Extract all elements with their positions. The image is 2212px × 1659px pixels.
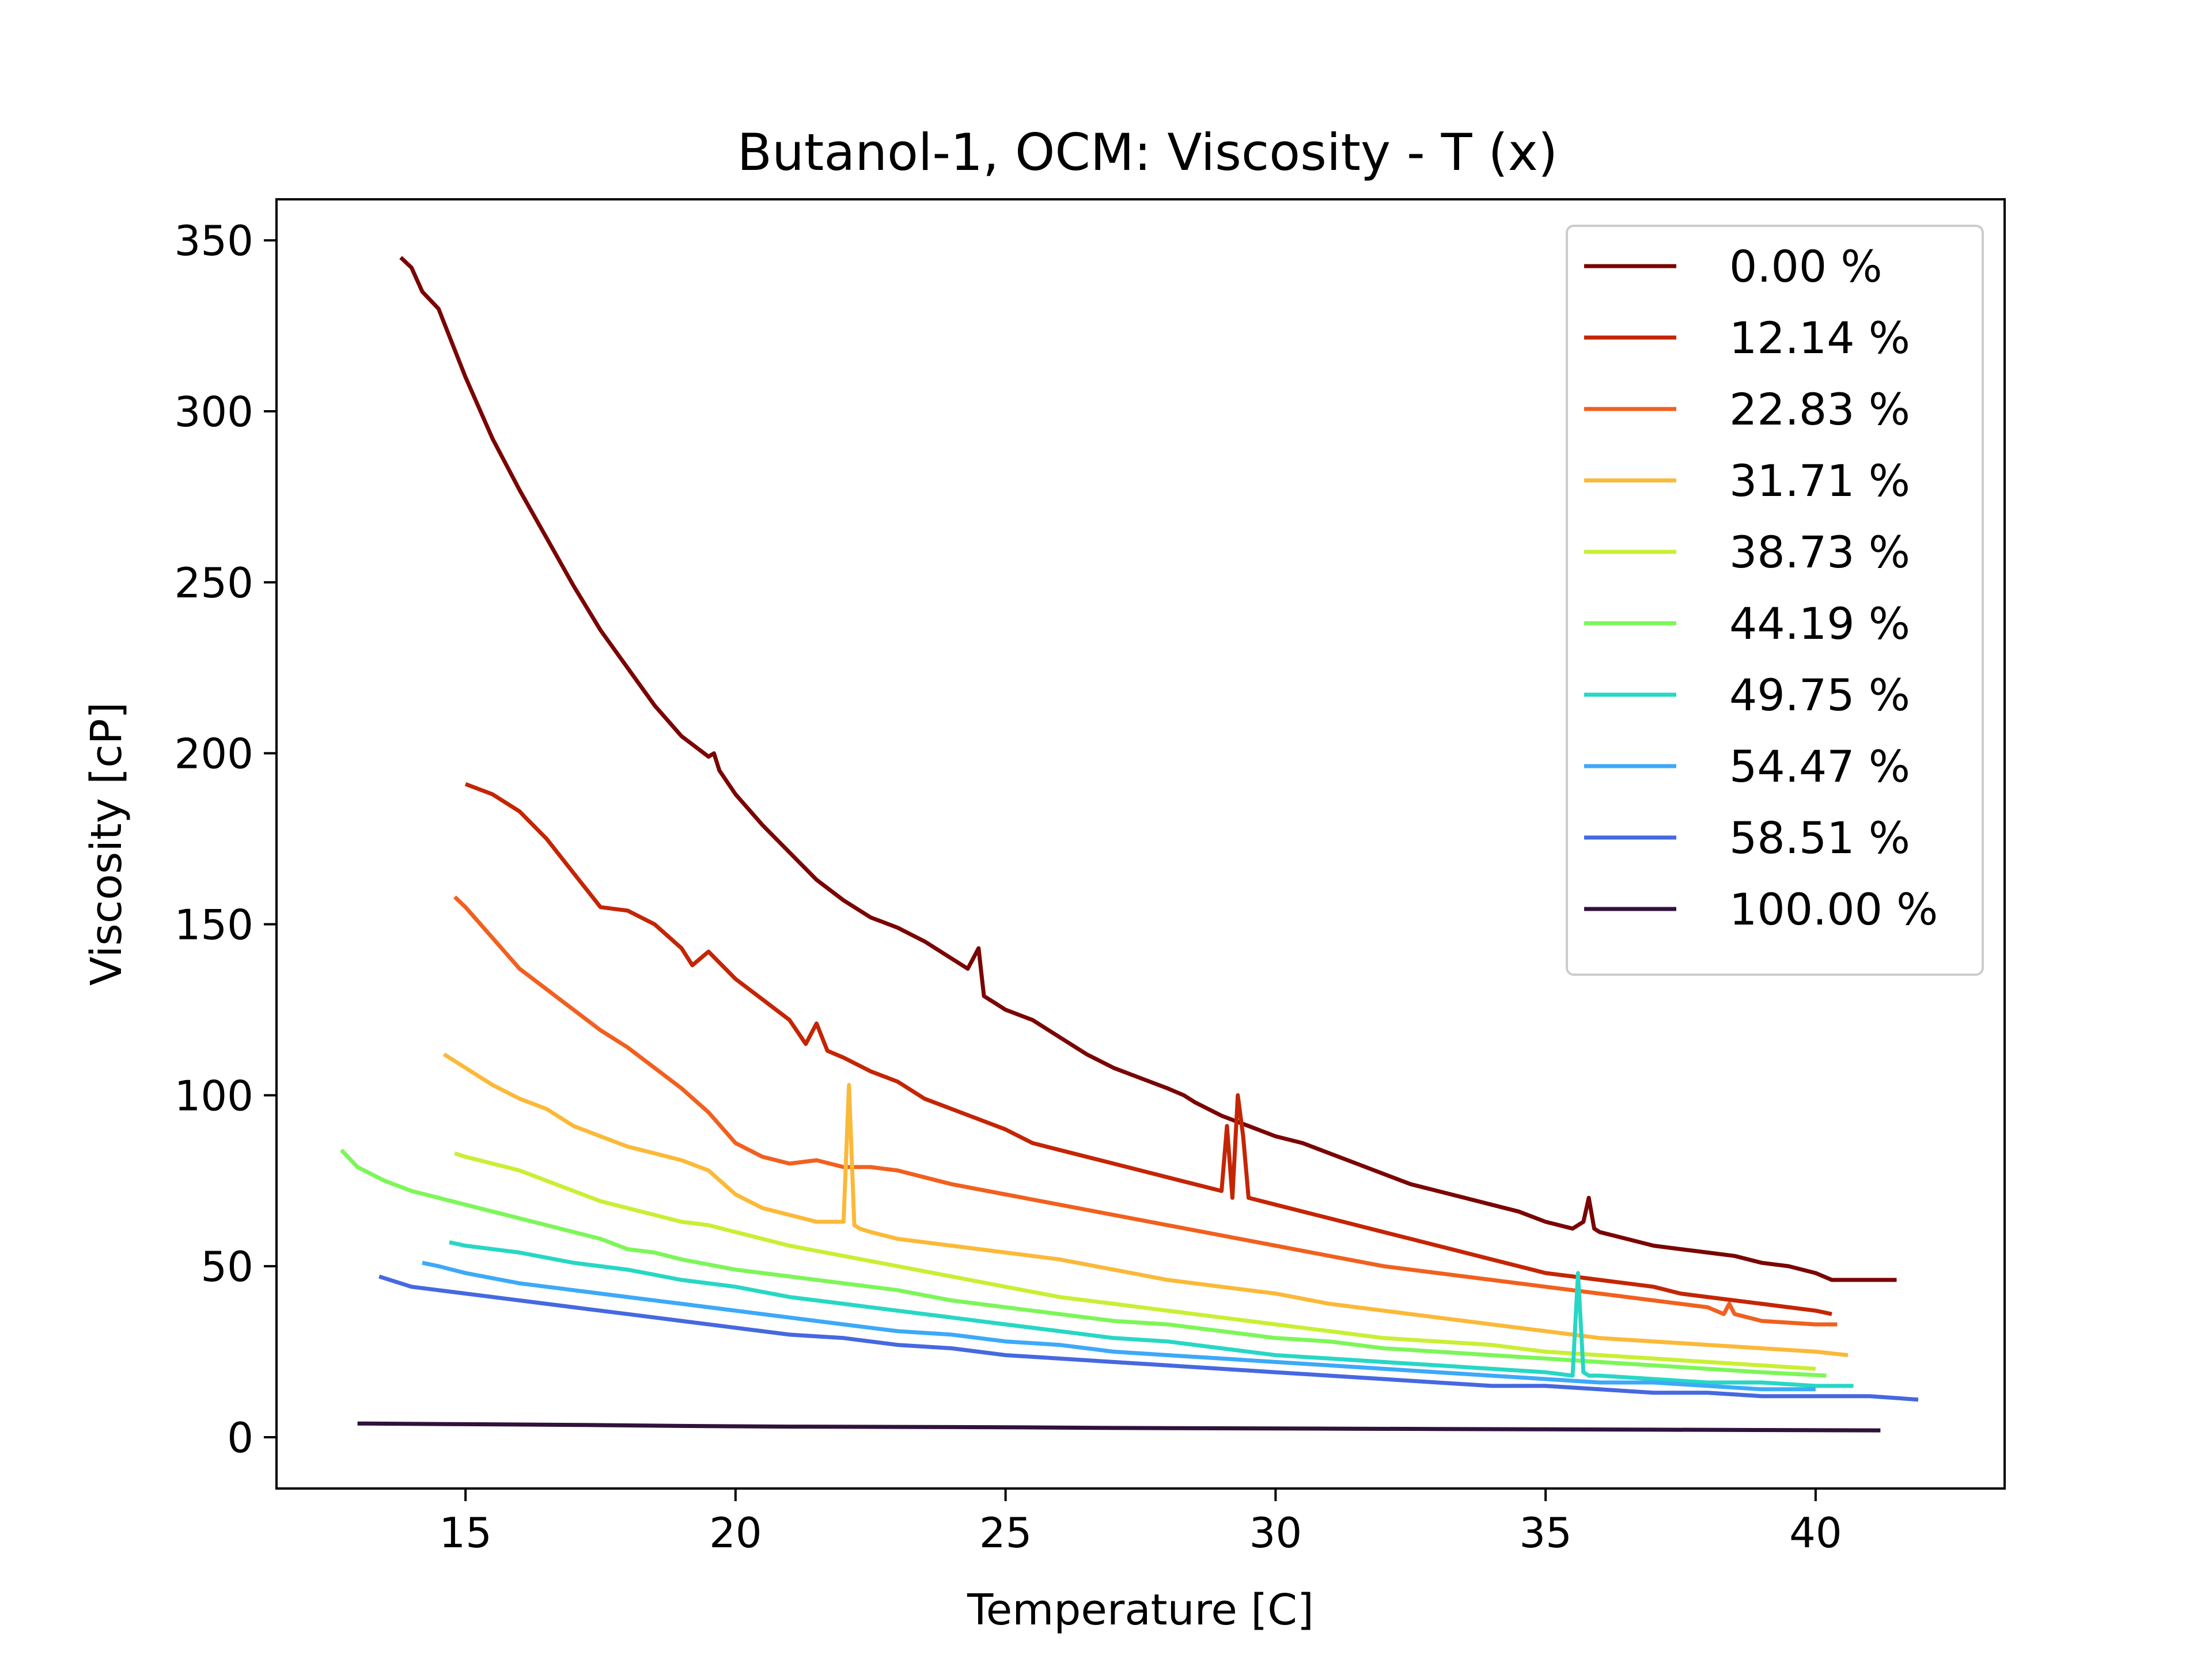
legend: 0.00 % 12.14 % 22.83 % 31.71 % 38.73 % 44.19 … [1566,225,1984,976]
x-tick-label: 15 [439,1509,492,1557]
series-line-5 [339,1148,1827,1378]
legend-label-9: 100.00 % [1729,884,1938,935]
legend-label-7: 54.47 % [1729,741,1910,792]
x-tick-label: 35 [1519,1509,1572,1557]
series-line-6 [449,1240,1854,1388]
series-line-9 [357,1421,1881,1433]
series-line-8 [378,1274,1919,1402]
series-line-3 [442,1052,1849,1357]
legend-label-1: 12.14 % [1729,312,1910,363]
y-tick-label: 250 [175,559,253,607]
legend-label-4: 38.73 % [1729,527,1910,578]
y-tick-label: 200 [175,730,253,778]
y-tick-label: 150 [175,901,253,949]
y-tick-label: 0 [227,1414,253,1462]
legend-label-8: 58.51 % [1729,812,1910,863]
x-axis: 15 20 25 30 35 40 [439,1488,1842,1557]
chart-title: Butanol-1, OCM: Viscosity - T (x) [737,123,1558,182]
series-line-4 [454,1151,1816,1371]
series-line-0 [399,256,1897,1282]
y-tick-label: 50 [200,1243,253,1291]
y-axis-label: Viscosity [cP] [82,702,131,986]
plot-frame [275,198,2006,1490]
x-tick-label: 20 [709,1509,762,1557]
y-tick-label: 300 [175,388,253,436]
y-tick-label: 350 [175,217,253,265]
x-axis-label: Temperature [C] [967,1585,1314,1635]
x-tick-label: 25 [979,1509,1032,1557]
legend-box [1566,225,1984,976]
legend-label-2: 22.83 % [1729,384,1910,435]
legend-label-3: 31.71 % [1729,455,1910,506]
series-line-7 [422,1260,1816,1392]
legend-label-5: 44.19 % [1729,598,1910,649]
y-axis: 0 50 100 150 200 250 300 350 [175,217,276,1462]
legend-label-6: 49.75 % [1729,669,1910,721]
y-tick-label: 100 [175,1071,253,1120]
x-tick-label: 30 [1249,1509,1302,1557]
series-line-2 [453,895,1838,1327]
x-tick-label: 40 [1789,1509,1842,1557]
series-line-1 [464,782,1832,1316]
series-layer [339,256,1919,1433]
legend-label-0: 0.00 % [1729,241,1883,292]
